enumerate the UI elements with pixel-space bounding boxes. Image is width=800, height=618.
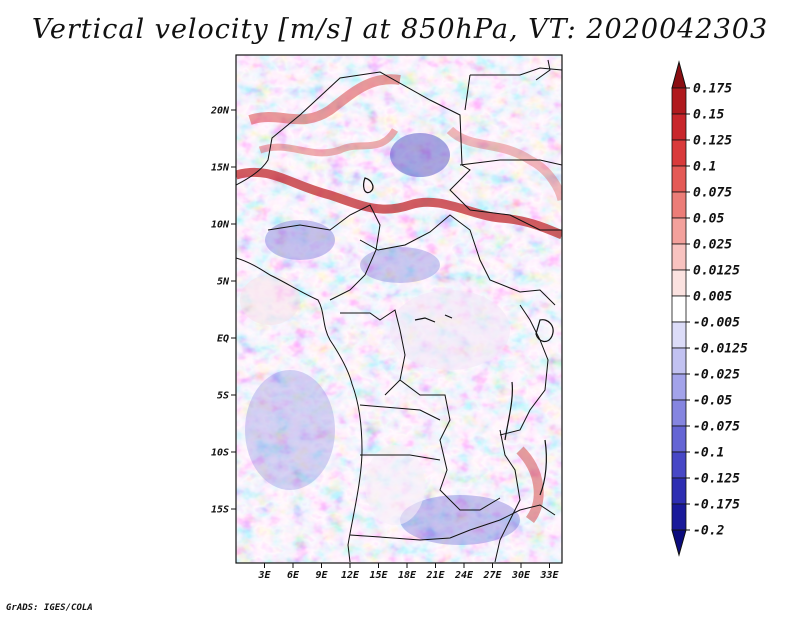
ascent-band-north bbox=[248, 74, 401, 125]
colorbar-label: -0.2 bbox=[693, 524, 724, 539]
lon-tick-label: 33E bbox=[539, 570, 559, 581]
latitude-axis: 20N 15N 10N 5N EQ 5S 10S 15S bbox=[210, 106, 236, 516]
lat-tick-label: 10N bbox=[211, 220, 230, 231]
lake-tanganyika bbox=[504, 381, 513, 441]
velocity-features bbox=[236, 59, 562, 563]
colorbar-label: -0.175 bbox=[693, 498, 740, 513]
descent-patch-3 bbox=[360, 247, 440, 283]
lon-tick-label: 9E bbox=[315, 570, 328, 581]
lake-congo-river bbox=[414, 314, 453, 323]
colorbar-swatch bbox=[671, 139, 687, 167]
colorbar-swatch bbox=[671, 451, 687, 479]
neutral-patch-2 bbox=[365, 445, 425, 525]
lon-tick-label: 30E bbox=[511, 570, 531, 581]
lon-tick-label: 18E bbox=[398, 570, 417, 581]
lon-tick-label: 27E bbox=[482, 570, 502, 581]
neutral-patch-3 bbox=[240, 275, 300, 325]
colorbar-swatch bbox=[671, 321, 687, 349]
descent-patch-2 bbox=[265, 220, 335, 260]
colorbar-label: -0.005 bbox=[693, 316, 740, 331]
colorbar-swatch bbox=[671, 295, 687, 323]
colorbar-label: 0.0125 bbox=[693, 264, 740, 279]
neutral-patch-1 bbox=[390, 290, 510, 370]
colorbar-label: 0.005 bbox=[693, 290, 732, 305]
colorbar-label: -0.125 bbox=[693, 472, 740, 487]
colorbar-swatch bbox=[671, 425, 687, 453]
colorbar-swatch bbox=[671, 373, 687, 401]
lake-malawi bbox=[539, 439, 547, 496]
lon-tick-label: 3E bbox=[257, 570, 271, 581]
colorbar-swatch bbox=[671, 269, 687, 297]
colorbar-swatch bbox=[671, 347, 687, 375]
colorbar-label: 0.075 bbox=[693, 186, 732, 201]
colorbar-swatch bbox=[671, 87, 687, 115]
lakes bbox=[363, 177, 554, 496]
colorbar-swatch bbox=[671, 217, 687, 245]
colorbar-label: -0.025 bbox=[693, 368, 740, 383]
lat-tick-label: 15N bbox=[211, 163, 230, 174]
colorbar-label: -0.1 bbox=[693, 446, 724, 461]
lon-tick-label: 15E bbox=[369, 570, 388, 581]
ascent-band-east-africa bbox=[516, 446, 544, 523]
longitude-axis: 3E 6E 9E 12E 15E 18E 21E 24E 27E 30E 33E bbox=[257, 563, 560, 581]
map-borders bbox=[236, 59, 562, 563]
colorbar-swatch bbox=[671, 399, 687, 427]
ascent-band-sahel bbox=[236, 167, 562, 240]
colorbar-label: 0.175 bbox=[693, 82, 732, 97]
colorbar-label: -0.05 bbox=[693, 394, 732, 409]
colorbar-swatch bbox=[671, 477, 687, 505]
map-title: Vertical velocity [m/s] at 850hPa, VT: 2… bbox=[31, 14, 769, 45]
descent-patch-1 bbox=[390, 133, 450, 177]
colorbar-swatch bbox=[671, 503, 687, 531]
descent-patch-4 bbox=[245, 370, 335, 490]
lon-tick-label: 6E bbox=[287, 570, 300, 581]
colorbar-label: 0.1 bbox=[693, 160, 716, 175]
lat-tick-label: 5N bbox=[217, 277, 230, 288]
lat-tick-label: 5S bbox=[217, 391, 229, 402]
lon-tick-label: 21E bbox=[425, 570, 445, 581]
lake-victoria bbox=[535, 319, 554, 343]
lon-tick-label: 24E bbox=[454, 570, 474, 581]
lat-tick-label: EQ bbox=[217, 334, 229, 345]
colorbar-label: 0.05 bbox=[693, 212, 724, 227]
lon-tick-label: 12E bbox=[341, 570, 360, 581]
colorbar-swatch bbox=[671, 191, 687, 219]
lat-tick-label: 15S bbox=[211, 505, 229, 516]
colorbar-swatch bbox=[671, 243, 687, 271]
colorbar-label: 0.125 bbox=[693, 134, 732, 149]
ascent-band-mid bbox=[258, 127, 398, 157]
lat-tick-label: 20N bbox=[210, 106, 230, 117]
colorbar: 0.175 0.15 0.125 0.1 0.075 0.05 0.025 0.0125 0.0… bbox=[671, 60, 748, 557]
lake-chad bbox=[363, 177, 374, 194]
colorbar-swatch bbox=[671, 165, 687, 193]
map-panel bbox=[235, 54, 563, 564]
colorbar-label: 0.15 bbox=[693, 108, 724, 123]
colorbar-bottom-arrow bbox=[671, 529, 687, 557]
colorbar-swatch bbox=[671, 113, 687, 141]
map-frame bbox=[235, 54, 563, 564]
colorbar-label: 0.025 bbox=[693, 238, 732, 253]
lat-tick-label: 10S bbox=[211, 448, 229, 459]
descent-patch-5 bbox=[400, 495, 520, 545]
colorbar-label: -0.075 bbox=[693, 420, 740, 435]
credit-label: GrADS: IGES/COLA bbox=[6, 603, 93, 613]
colorbar-top-arrow bbox=[671, 60, 687, 89]
colorbar-label: -0.0125 bbox=[693, 342, 748, 357]
